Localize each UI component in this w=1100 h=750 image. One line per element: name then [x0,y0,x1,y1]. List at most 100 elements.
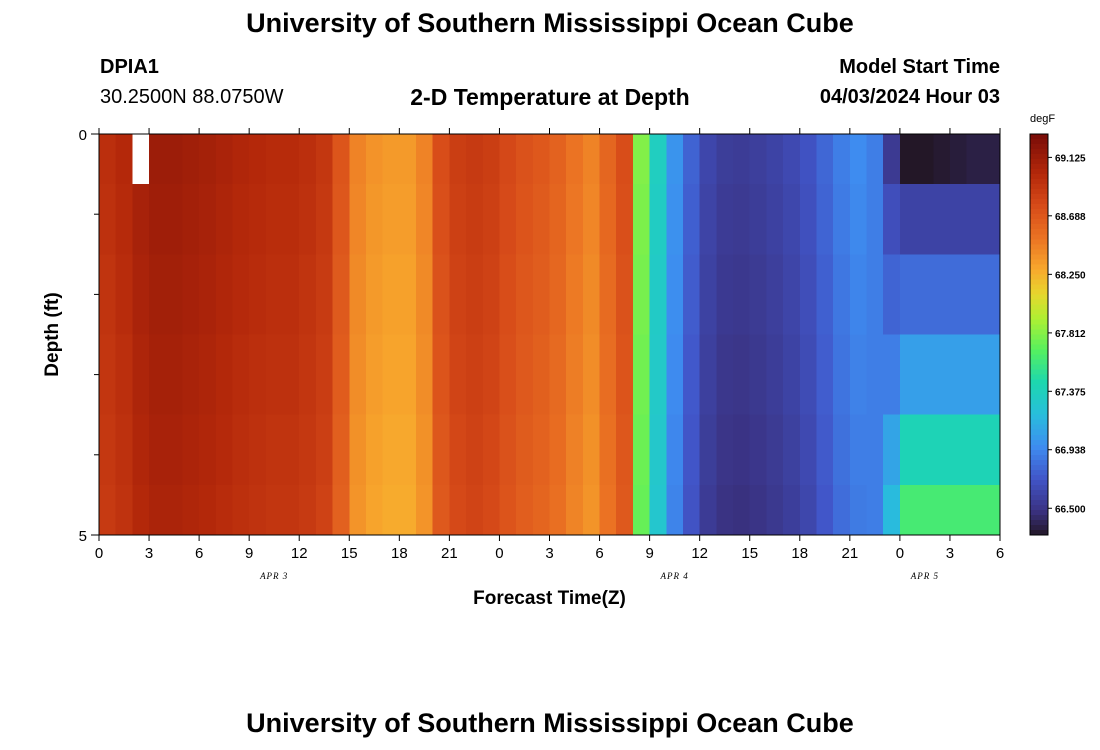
heatmap-cell [549,484,567,536]
heatmap-cell [899,184,918,255]
heatmap-cell [582,254,601,335]
heatmap-cell [215,484,234,536]
colorbar-segment [1030,224,1048,230]
heatmap-cell [382,184,400,255]
heatmap-cell [532,484,551,536]
heatmap-cell [315,414,334,485]
colorbar-segment [1030,299,1048,306]
heatmap-cell [916,484,934,536]
heatmap-cell [666,134,684,185]
heatmap-cell [949,414,968,485]
heatmap-cell [299,414,317,485]
heatmap-cell [849,414,868,485]
heatmap-cell [449,414,467,485]
heatmap-cell [949,134,968,185]
heatmap-cell [499,334,517,415]
heatmap-cell [282,184,300,255]
colorbar-tick-label: 67.375 [1055,387,1086,398]
colorbar-segment [1030,284,1048,290]
colorbar-segment [1030,459,1048,466]
colorbar-segment [1030,429,1048,436]
model-start-value: 04/03/2024 Hour 03 [819,86,1000,108]
footer-title: University of Southern Mississippi Ocean… [246,708,854,738]
colorbar-segment [1030,244,1048,250]
heatmap-cell [666,484,684,536]
heatmap-cell [249,254,267,335]
heatmap-cell [632,414,651,485]
heatmap-cell [733,184,751,255]
heatmap-cell [449,334,467,415]
x-tick-label: 0 [95,545,103,562]
heatmap-cell [899,484,918,536]
heatmap-cell [99,334,117,415]
colorbar-segment [1030,474,1048,481]
heatmap-cell [799,184,818,255]
heatmap-cell [99,184,117,255]
heatmap-cell [749,414,768,485]
heatmap-cell [616,254,634,335]
heatmap-cell [933,484,951,536]
heatmap-cell [866,134,884,185]
heatmap-cell [733,334,751,415]
heatmap-cell [899,134,918,185]
heatmap-cell [616,134,634,185]
axes: 0 3 6 9 12 15 18 21 0 3 6 9 12 15 18 21 0 3 6 APR 3 APR 4 APR… [79,127,1005,581]
heatmap-cell [165,414,184,485]
heatmap-cell [265,334,284,415]
colorbar-segment [1030,274,1048,280]
heatmap-cell [966,484,984,536]
colorbar-segment [1030,464,1048,471]
heatmap-cell [232,254,250,335]
day-label: APR 4 [660,571,689,581]
heatmap-cell [933,134,951,185]
x-tick-label: 15 [741,545,758,562]
colorbar-segment [1030,139,1048,145]
heatmap-cell [799,414,818,485]
heatmap-cell [482,484,501,536]
colorbar-segment [1030,349,1048,356]
heatmap-cell [399,334,417,415]
heatmap-cell [365,134,384,185]
heatmap-cell [449,134,467,185]
heatmap-cell [616,414,634,485]
heatmap-cell [249,134,267,185]
heatmap-cell [382,484,400,536]
heatmap-cell [516,184,534,255]
heatmap-cell [365,414,384,485]
heatmap-cell [799,484,818,536]
heatmap-cell [699,484,717,536]
heatmap-cell [816,414,834,485]
heatmap-cell [883,484,901,536]
heatmap-cell [432,254,450,335]
heatmap-cell [249,414,267,485]
x-tick-label: 3 [145,545,153,562]
heatmap-cell [849,254,868,335]
heatmap-cell [966,184,984,255]
heatmap-cell [949,484,968,536]
heatmap-cell [933,414,951,485]
colorbar-segment [1030,484,1048,491]
heatmap-cell [983,414,1001,485]
heatmap-cell [916,184,934,255]
heatmap-cell [716,414,734,485]
heatmap-cell [115,414,133,485]
x-axis-label: Forecast Time(Z) [473,588,626,609]
heatmap-cell [482,134,501,185]
heatmap-cell [716,134,734,185]
heatmap-cell [699,254,717,335]
heatmap-cell [132,334,150,415]
colorbar-segment [1030,394,1048,401]
heatmap-cell [566,414,584,485]
heatmap-cell [332,334,350,415]
heatmap-cell [582,184,601,255]
colorbar-segment [1030,414,1048,421]
heatmap-cell [983,254,1001,335]
colorbar-segment [1030,519,1048,526]
heatmap-cell [916,414,934,485]
colorbar-tick-label: 69.125 [1055,153,1086,164]
heatmap-cell [499,414,517,485]
colorbar-segment [1030,219,1048,225]
heatmap-cell [549,134,567,185]
colorbar-segment [1030,384,1048,391]
heatmap-cell [716,254,734,335]
